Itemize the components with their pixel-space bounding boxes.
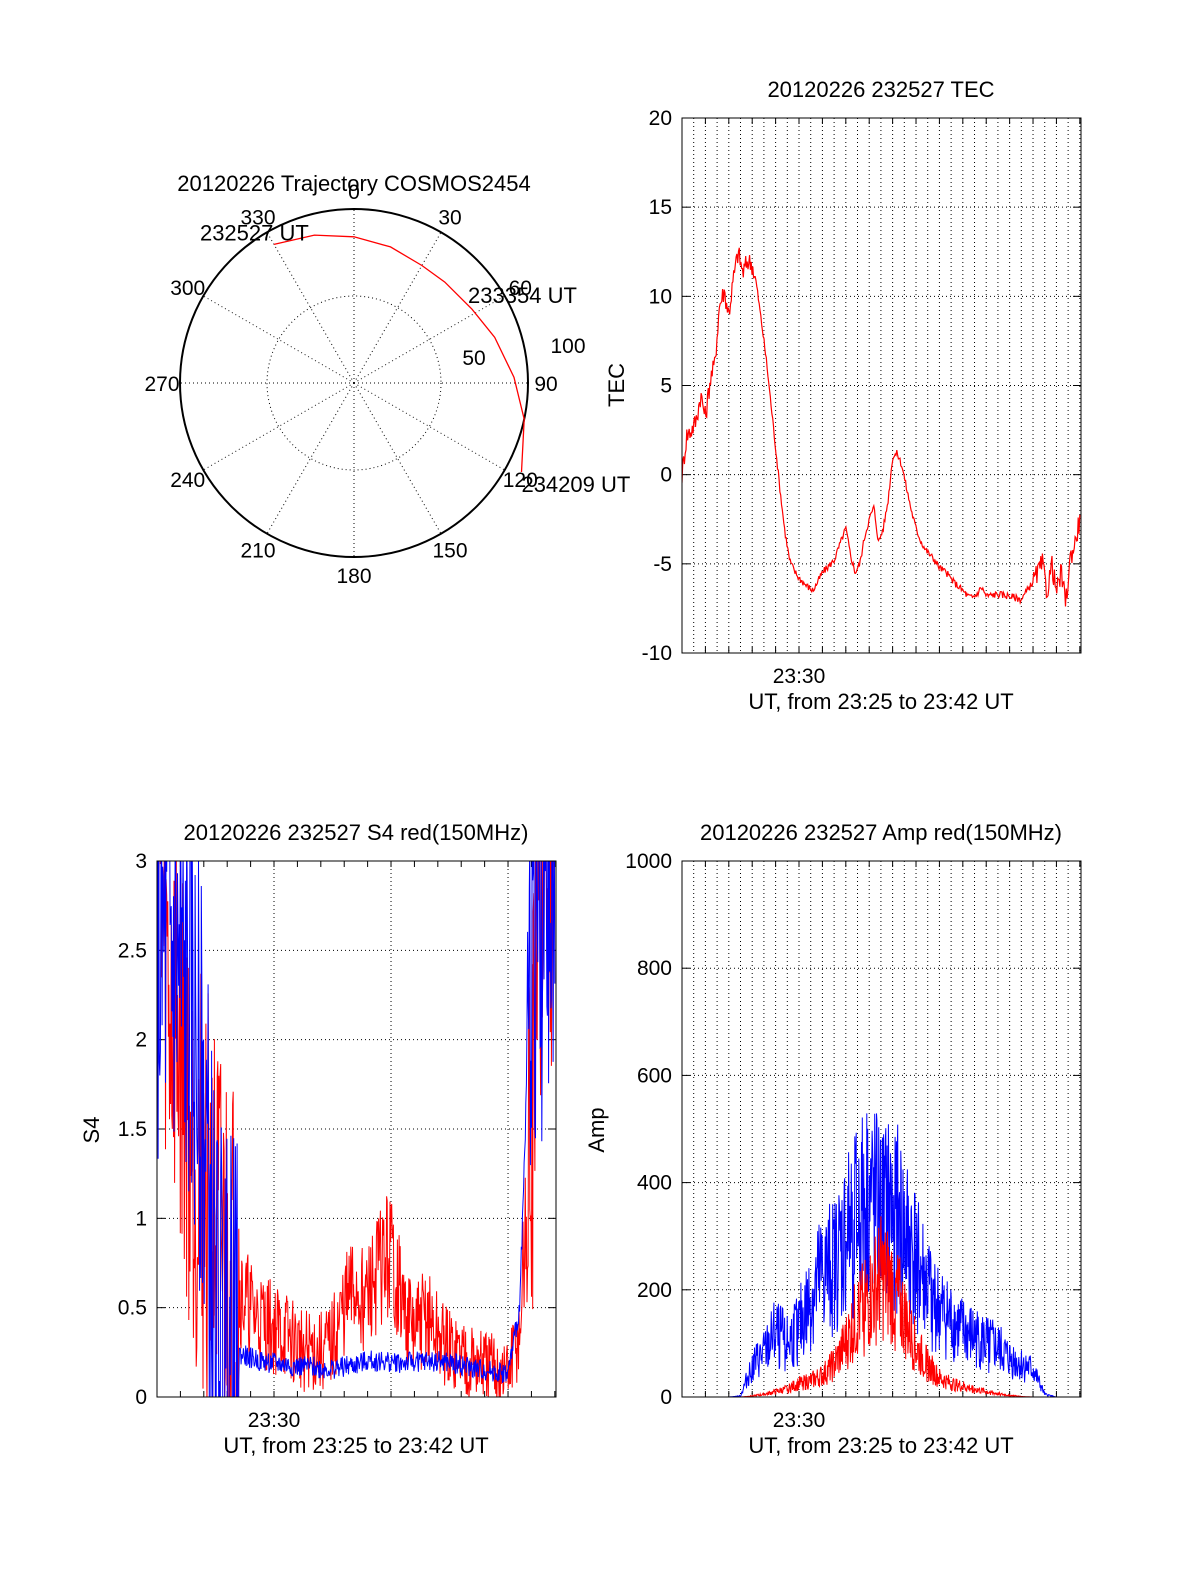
series-line-0 <box>682 1113 1080 1397</box>
polar-azimuth-labels: 0 30 60 90 120 150 180 210 240 270 300 330 50 100 <box>144 181 585 588</box>
polar-ring-label: 100 <box>550 335 585 358</box>
y-tick-label: -5 <box>653 553 672 576</box>
series-line-0 <box>157 861 554 1397</box>
polar-azimuth-label: 150 <box>432 539 467 562</box>
polar-azimuth-label: 330 <box>240 207 275 230</box>
series-group <box>682 1113 1080 1397</box>
y-tick-label: 0.5 <box>118 1297 147 1320</box>
y-tick-label: 0 <box>660 1386 672 1409</box>
polar-track-line <box>273 234 525 473</box>
series-line-1 <box>682 1216 1080 1397</box>
polar-azimuth-label: 300 <box>170 277 205 300</box>
s4-plot: 20120226 232527 S4 red(150MHz) 0 0.5 1 1.5 2… <box>79 820 557 1458</box>
polar-trajectory-plot: 20120226 Trajectory COSMOS2454 0 30 60 90 12… <box>144 171 630 588</box>
tec-plot-area: -10 -5 0 5 10 15 20 23:30 <box>642 107 1082 688</box>
polar-spoke <box>353 232 442 384</box>
amp-x-axis-label: UT, from 23:25 to 23:42 UT <box>748 1433 1013 1458</box>
series-group <box>682 247 1081 607</box>
y-tick-label: 200 <box>637 1279 672 1302</box>
plot-frame <box>156 860 557 1398</box>
x-tick-label: 23:30 <box>773 1409 826 1432</box>
tec-y-axis-label: TEC <box>604 363 629 407</box>
amp-plot-area: 0 200 400 600 800 1000 23:30 <box>625 850 1082 1432</box>
polar-azimuth-label: 30 <box>438 207 461 230</box>
polar-spoke <box>203 295 355 384</box>
s4-x-axis-label: UT, from 23:25 to 23:42 UT <box>223 1433 488 1458</box>
amp-plot: 20120226 232527 Amp red(150MHz) 0 200 400 6… <box>584 820 1082 1458</box>
y-tick-label: -10 <box>642 642 672 665</box>
series-line-1 <box>157 861 556 1397</box>
y-tick-label: 5 <box>660 375 672 398</box>
series-line-0 <box>682 247 1081 607</box>
polar-azimuth-label: 240 <box>170 469 205 492</box>
polar-title: 20120226 Trajectory COSMOS2454 <box>177 171 530 196</box>
polar-track-label: 232527 UT <box>200 220 309 245</box>
polar-track-label: 233354 UT <box>468 283 577 308</box>
y-tick-label: 0 <box>135 1386 147 1409</box>
y-tick-label: 2.5 <box>118 939 147 962</box>
polar-azimuth-label: 270 <box>144 373 179 396</box>
polar-spoke <box>353 382 442 534</box>
polar-inner-ring <box>266 295 442 471</box>
y-tick-label: 1 <box>135 1207 147 1230</box>
y-tick-label: 3 <box>135 850 147 873</box>
series-group <box>157 861 556 1397</box>
polar-grid <box>179 208 529 558</box>
s4-title: 20120226 232527 S4 red(150MHz) <box>184 820 529 845</box>
y-tick-label: 20 <box>649 107 672 130</box>
polar-spoke <box>266 232 355 384</box>
y-tick-label: 1.5 <box>118 1118 147 1141</box>
polar-azimuth-label: 60 <box>509 277 532 300</box>
y-tick-label: 0 <box>660 464 672 487</box>
polar-spoke <box>266 382 355 534</box>
polar-azimuth-label: 90 <box>534 373 557 396</box>
polar-track-label: 234209 UT <box>521 472 630 497</box>
y-tick-label: 10 <box>649 285 672 308</box>
plot-frame <box>681 117 1082 654</box>
polar-azimuth-label: 180 <box>336 565 371 588</box>
polar-azimuth-label: 120 <box>503 469 538 492</box>
y-tick-label: 15 <box>649 196 672 219</box>
polar-azimuth-label: 0 <box>348 181 360 204</box>
polar-spoke <box>203 382 355 471</box>
polar-outer-circle <box>179 208 529 558</box>
amp-title: 20120226 232527 Amp red(150MHz) <box>700 820 1062 845</box>
tec-title: 20120226 232527 TEC <box>767 77 994 102</box>
y-tick-label: 600 <box>637 1064 672 1087</box>
polar-azimuth-label: 210 <box>240 539 275 562</box>
amp-y-axis-label: Amp <box>584 1107 609 1152</box>
y-tick-label: 1000 <box>625 850 672 873</box>
plot-frame <box>681 860 1082 1398</box>
x-tick-label: 23:30 <box>773 665 826 688</box>
polar-track: 232527 UT 233354 UT 234209 UT <box>200 220 630 497</box>
polar-spoke <box>353 382 505 471</box>
s4-plot-area: 0 0.5 1 1.5 2 2.5 3 23:30 <box>118 850 557 1432</box>
y-tick-label: 800 <box>637 957 672 980</box>
x-tick-label: 23:30 <box>248 1409 301 1432</box>
tec-plot: 20120226 232527 TEC -10 -5 0 5 10 15 20 23:30 U… <box>604 77 1082 714</box>
polar-spoke <box>353 295 505 384</box>
y-tick-label: 400 <box>637 1172 672 1195</box>
y-tick-label: 2 <box>135 1029 147 1052</box>
tec-x-axis-label: UT, from 23:25 to 23:42 UT <box>748 689 1013 714</box>
s4-y-axis-label: S4 <box>79 1117 104 1144</box>
polar-ring-label: 50 <box>462 347 485 370</box>
